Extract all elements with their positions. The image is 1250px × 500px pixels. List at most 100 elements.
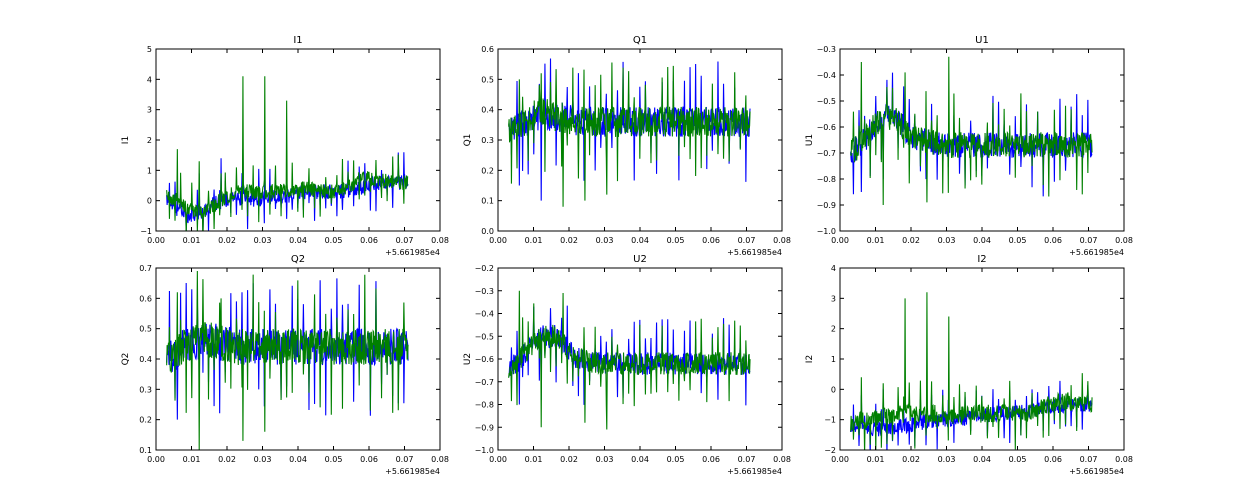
x-offset-label: +5.661985e4: [1069, 467, 1124, 476]
x-tick-label: 0.00: [489, 455, 507, 464]
y-tick-label: −0.4: [475, 310, 494, 319]
y-tick-label: 0: [147, 197, 152, 206]
x-tick-label: 0.02: [218, 455, 236, 464]
x-tick-label: 0.05: [325, 455, 343, 464]
y-tick-label: 0.5: [139, 325, 152, 334]
x-tick-label: 0.05: [667, 455, 685, 464]
y-axis-label: I1: [121, 136, 131, 144]
y-tick-label: 2: [831, 325, 836, 334]
y-tick-label: 0.3: [139, 385, 152, 394]
x-tick-label: 0.06: [1044, 455, 1062, 464]
x-tick-label: 0.04: [631, 455, 649, 464]
y-tick-label: 0.5: [481, 75, 494, 84]
subplot-i2: 0.00 0.01 0.02 0.03 0.04 0.05 0.06 0.07 0.08 −2 −1…: [805, 254, 1133, 476]
x-tick-label: 0.02: [560, 455, 578, 464]
y-tick-label: 2: [147, 136, 152, 145]
x-tick-label: 0.06: [360, 455, 378, 464]
subplot-title: U1: [975, 35, 989, 46]
subplot-q1: 0.00 0.01 0.02 0.03 0.04 0.05 0.06 0.07 0.08 0.0 0…: [463, 35, 791, 257]
x-tick-label: 0.07: [738, 236, 756, 245]
plot-area: [166, 76, 409, 231]
x-tick-label: 0.05: [325, 236, 343, 245]
subplot-u1: 0.00 0.01 0.02 0.03 0.04 0.05 0.06 0.07 0.08 −1.0…: [805, 35, 1133, 257]
y-tick-label: 0.2: [139, 416, 152, 425]
x-offset-label: +5.661985e4: [385, 248, 440, 257]
series-line-2: [166, 271, 409, 450]
x-offset-label: +5.661985e4: [1069, 248, 1124, 257]
x-tick-label: 0.08: [431, 236, 449, 245]
x-tick-label: 0.00: [147, 455, 165, 464]
x-tick-label: 0.03: [938, 455, 956, 464]
subplot-title: Q2: [291, 254, 305, 265]
y-tick-label: 0.6: [139, 294, 152, 303]
y-tick-label: −0.9: [817, 201, 836, 210]
x-tick-label: 0.00: [489, 236, 507, 245]
x-tick-label: 0.01: [525, 236, 543, 245]
x-offset-label: +5.661985e4: [727, 248, 782, 257]
y-axis-label: U1: [805, 134, 815, 146]
x-tick-label: 0.06: [702, 236, 720, 245]
y-tick-label: 0: [831, 385, 836, 394]
y-tick-label: −0.2: [475, 264, 494, 273]
y-tick-label: −0.7: [475, 378, 494, 387]
y-tick-label: −1: [140, 227, 152, 236]
plot-area: [508, 58, 751, 207]
x-tick-label: 0.07: [396, 236, 414, 245]
x-tick-label: 0.08: [1115, 455, 1133, 464]
y-tick-label: −0.4: [817, 71, 836, 80]
y-tick-label: 0.6: [481, 45, 494, 54]
y-tick-label: 4: [147, 75, 152, 84]
x-tick-label: 0.03: [254, 455, 272, 464]
x-tick-label: 0.05: [1009, 236, 1027, 245]
x-tick-label: 0.01: [867, 455, 885, 464]
series-line-2: [850, 292, 1093, 450]
subplot-q2: 0.00 0.01 0.02 0.03 0.04 0.05 0.06 0.07 0.08 0.1 0…: [121, 254, 449, 476]
y-axis-label: U2: [463, 353, 473, 365]
x-tick-label: 0.06: [702, 455, 720, 464]
y-tick-label: −0.3: [817, 45, 836, 54]
y-tick-label: −0.6: [475, 355, 494, 364]
y-tick-label: −0.5: [475, 332, 494, 341]
x-tick-label: 0.07: [396, 455, 414, 464]
y-tick-label: 0.7: [139, 264, 152, 273]
x-tick-label: 0.00: [831, 455, 849, 464]
x-tick-label: 0.02: [218, 236, 236, 245]
x-offset-label: +5.661985e4: [727, 467, 782, 476]
x-tick-label: 0.08: [431, 455, 449, 464]
x-tick-label: 0.04: [973, 236, 991, 245]
subplot-title: I2: [977, 254, 986, 265]
x-tick-label: 0.04: [973, 455, 991, 464]
x-tick-label: 0.08: [1115, 236, 1133, 245]
x-tick-label: 0.04: [289, 236, 307, 245]
x-offset-label: +5.661985e4: [385, 467, 440, 476]
y-tick-label: −0.7: [817, 149, 836, 158]
y-tick-label: −0.6: [817, 123, 836, 132]
y-tick-label: −0.8: [475, 401, 494, 410]
x-tick-label: 0.01: [183, 455, 201, 464]
y-tick-label: 3: [147, 106, 152, 115]
x-tick-label: 0.08: [773, 236, 791, 245]
plot-area: [850, 56, 1093, 206]
x-tick-label: 0.08: [773, 455, 791, 464]
y-tick-label: 0.1: [481, 197, 494, 206]
y-tick-label: 0.2: [481, 166, 494, 175]
x-tick-label: 0.07: [738, 455, 756, 464]
x-tick-label: 0.01: [867, 236, 885, 245]
x-tick-label: 0.03: [938, 236, 956, 245]
y-tick-label: −1: [824, 416, 836, 425]
x-tick-label: 0.05: [1009, 455, 1027, 464]
y-tick-label: 4: [831, 264, 836, 273]
subplot-title: Q1: [633, 35, 647, 46]
x-tick-label: 0.03: [596, 236, 614, 245]
x-tick-label: 0.00: [147, 236, 165, 245]
series-line-2: [166, 76, 409, 231]
x-tick-label: 0.01: [183, 236, 201, 245]
x-tick-label: 0.02: [560, 236, 578, 245]
y-tick-label: 5: [147, 45, 152, 54]
plot-area: [850, 292, 1093, 450]
x-tick-label: 0.07: [1080, 455, 1098, 464]
y-axis-label: I2: [805, 355, 815, 363]
subplot-title: U2: [633, 254, 647, 265]
x-tick-label: 0.03: [596, 455, 614, 464]
x-tick-label: 0.02: [902, 455, 920, 464]
